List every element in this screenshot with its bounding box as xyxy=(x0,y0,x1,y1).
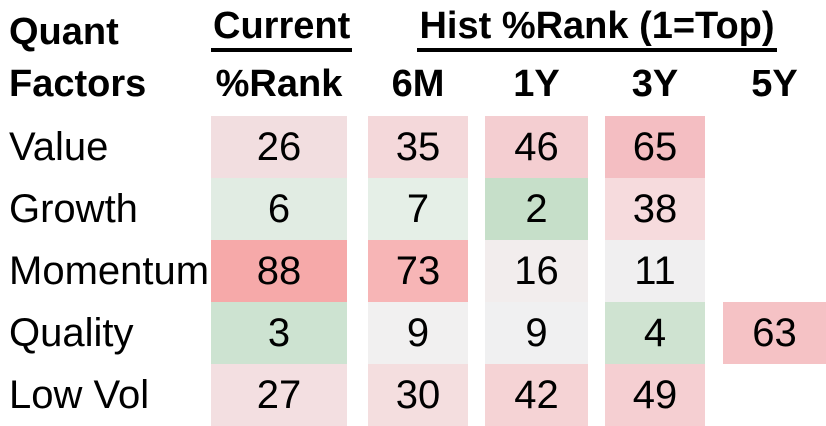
heatmap-cell: 30 xyxy=(368,364,468,426)
row-label: Value xyxy=(9,124,109,169)
heatmap-cell: 6 xyxy=(211,178,347,240)
row-label: Growth xyxy=(9,186,138,231)
heatmap-cell: 73 xyxy=(368,240,468,302)
heatmap-cell: 26 xyxy=(211,116,347,178)
heatmap-cell: 4 xyxy=(605,302,705,364)
heatmap-cell: 11 xyxy=(605,240,705,302)
heatmap-cell: 63 xyxy=(723,302,826,364)
current-group-header: Current xyxy=(211,7,353,52)
hist-group-header-label: Hist %Rank (1=Top) xyxy=(417,7,777,52)
row-label: Low Vol xyxy=(9,372,150,417)
heatmap-cell: 16 xyxy=(485,240,588,302)
current-group-header-label: Current xyxy=(211,7,353,52)
column-header-6m: 6M xyxy=(391,62,445,105)
heatmap-cell: 27 xyxy=(211,364,347,426)
heatmap-cell: 38 xyxy=(605,178,705,240)
table-title-line2: Factors xyxy=(9,62,147,105)
heatmap-cell: 88 xyxy=(211,240,347,302)
column-header-3y: 3Y xyxy=(631,62,679,105)
column-header-5y: 5Y xyxy=(751,62,798,105)
hist-group-header: Hist %Rank (1=Top) xyxy=(368,7,826,52)
heatmap-cell: 9 xyxy=(485,302,588,364)
column-header-percent-rank: %Rank xyxy=(215,62,343,105)
heatmap-cell: 49 xyxy=(605,364,705,426)
heatmap-cell: 3 xyxy=(211,302,347,364)
heatmap-cell: 65 xyxy=(605,116,705,178)
heatmap-cell: 42 xyxy=(485,364,588,426)
table-title-line1: Quant xyxy=(9,11,119,53)
heatmap-cell: 46 xyxy=(485,116,588,178)
heatmap-cell: 35 xyxy=(368,116,468,178)
heatmap-cell: 7 xyxy=(368,178,468,240)
column-header-1y: 1Y xyxy=(513,62,560,105)
heatmap-cell: 9 xyxy=(368,302,468,364)
heatmap-cell: 2 xyxy=(485,178,588,240)
row-label: Momentum xyxy=(9,248,210,293)
row-label: Quality xyxy=(9,310,134,355)
